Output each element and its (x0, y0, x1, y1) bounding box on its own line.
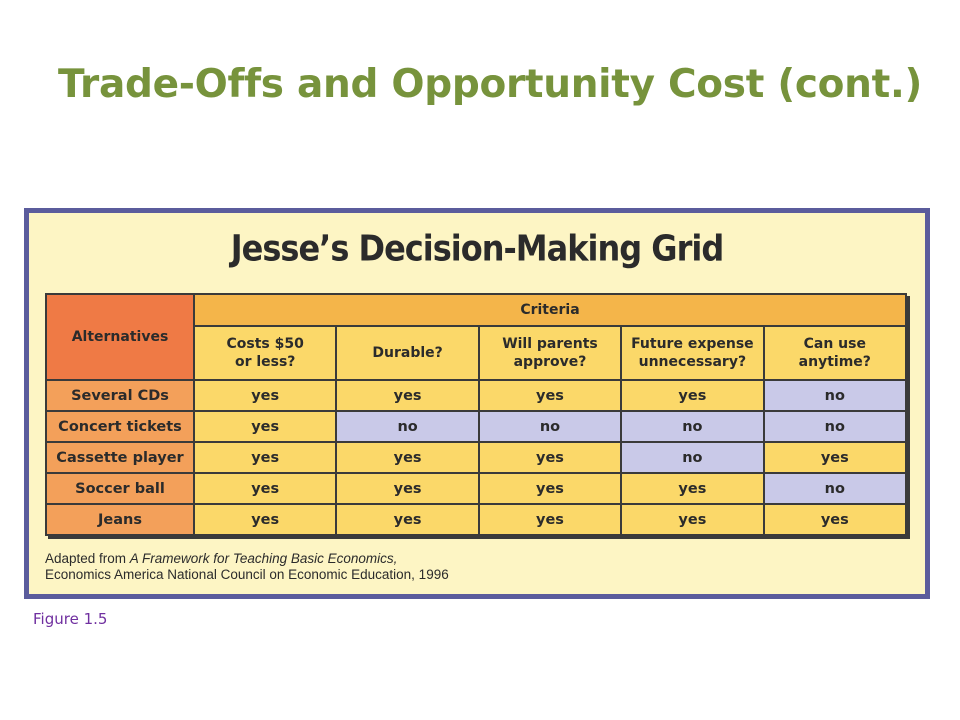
grid-cell: no (620, 410, 765, 443)
grid-cell: yes (762, 503, 908, 536)
source-prefix: Adapted from (45, 551, 130, 566)
grid-cell: yes (477, 472, 623, 505)
criterion-line2: anytime? (798, 354, 871, 370)
grid-cell: no (762, 472, 908, 505)
grid-cell: yes (192, 410, 338, 443)
grid-cell: yes (620, 379, 765, 412)
grid-cell: no (335, 410, 480, 443)
table-row: Jeans yes yes yes yes yes (45, 503, 908, 536)
grid-cell: yes (762, 441, 908, 474)
criterion-line1: Will parents (502, 336, 598, 352)
row-label: Concert tickets (45, 410, 195, 443)
grid-cell: yes (335, 379, 480, 412)
source-publisher: Economics America National Council on Ec… (45, 567, 449, 582)
grid-cell: yes (477, 441, 623, 474)
grid-cell: no (762, 410, 908, 443)
grid-cell: yes (192, 379, 338, 412)
table-row: Concert tickets yes no no no no (45, 410, 908, 443)
figure-caption: Figure 1.5 (33, 610, 108, 628)
grid-cell: yes (192, 503, 338, 536)
criterion-header: Costs $50 or less? (192, 325, 338, 381)
table-row: Soccer ball yes yes yes yes no (45, 472, 908, 505)
grid-cell: yes (620, 503, 765, 536)
grid-cell: yes (477, 503, 623, 536)
criterion-header: Durable? (335, 325, 480, 381)
criteria-header: Criteria (193, 293, 907, 327)
criterion-line1: Can use (803, 336, 866, 352)
grid-cell: yes (620, 472, 765, 505)
decision-grid-table: Alternatives Criteria Costs $50 or less? … (45, 293, 908, 536)
grid-cell: no (762, 379, 908, 412)
grid-cell: yes (335, 441, 480, 474)
criterion-line2: unnecessary? (638, 354, 747, 370)
criterion-line2: approve? (513, 354, 587, 370)
grid-cell: yes (335, 503, 480, 536)
criterion-header: Can use anytime? (762, 325, 908, 381)
grid-cell: no (477, 410, 623, 443)
grid-cell: yes (477, 379, 623, 412)
row-label: Jeans (45, 503, 195, 536)
grid-cell: no (620, 441, 765, 474)
grid-cell: yes (192, 441, 338, 474)
criterion-header: Future expense unnecessary? (620, 325, 765, 381)
criterion-line2: or less? (234, 354, 296, 370)
table-row: Several CDs yes yes yes yes no (45, 379, 908, 412)
source-citation: Adapted from A Framework for Teaching Ba… (45, 551, 449, 583)
alternatives-header: Alternatives (45, 293, 195, 381)
row-label: Several CDs (45, 379, 195, 412)
table-row: Cassette player yes yes yes no yes (45, 441, 908, 474)
decision-grid-figure: Jesse’s Decision-Making Grid Alternative… (24, 208, 930, 599)
source-work-title: A Framework for Teaching Basic Economics… (129, 551, 398, 566)
slide-title: Trade-Offs and Opportunity Cost (cont.) (58, 62, 923, 107)
criterion-line1: Costs $50 (226, 336, 304, 352)
row-label: Soccer ball (45, 472, 195, 505)
grid-cell: yes (335, 472, 480, 505)
decision-grid: Alternatives Criteria Costs $50 or less? … (45, 293, 908, 536)
grid-cell: yes (192, 472, 338, 505)
criterion-line1: Durable? (372, 345, 443, 361)
grid-title: Jesse’s Decision-Making Grid (230, 226, 724, 270)
criterion-line1: Future expense (631, 336, 754, 352)
criterion-header: Will parents approve? (477, 325, 623, 381)
row-label: Cassette player (45, 441, 195, 474)
